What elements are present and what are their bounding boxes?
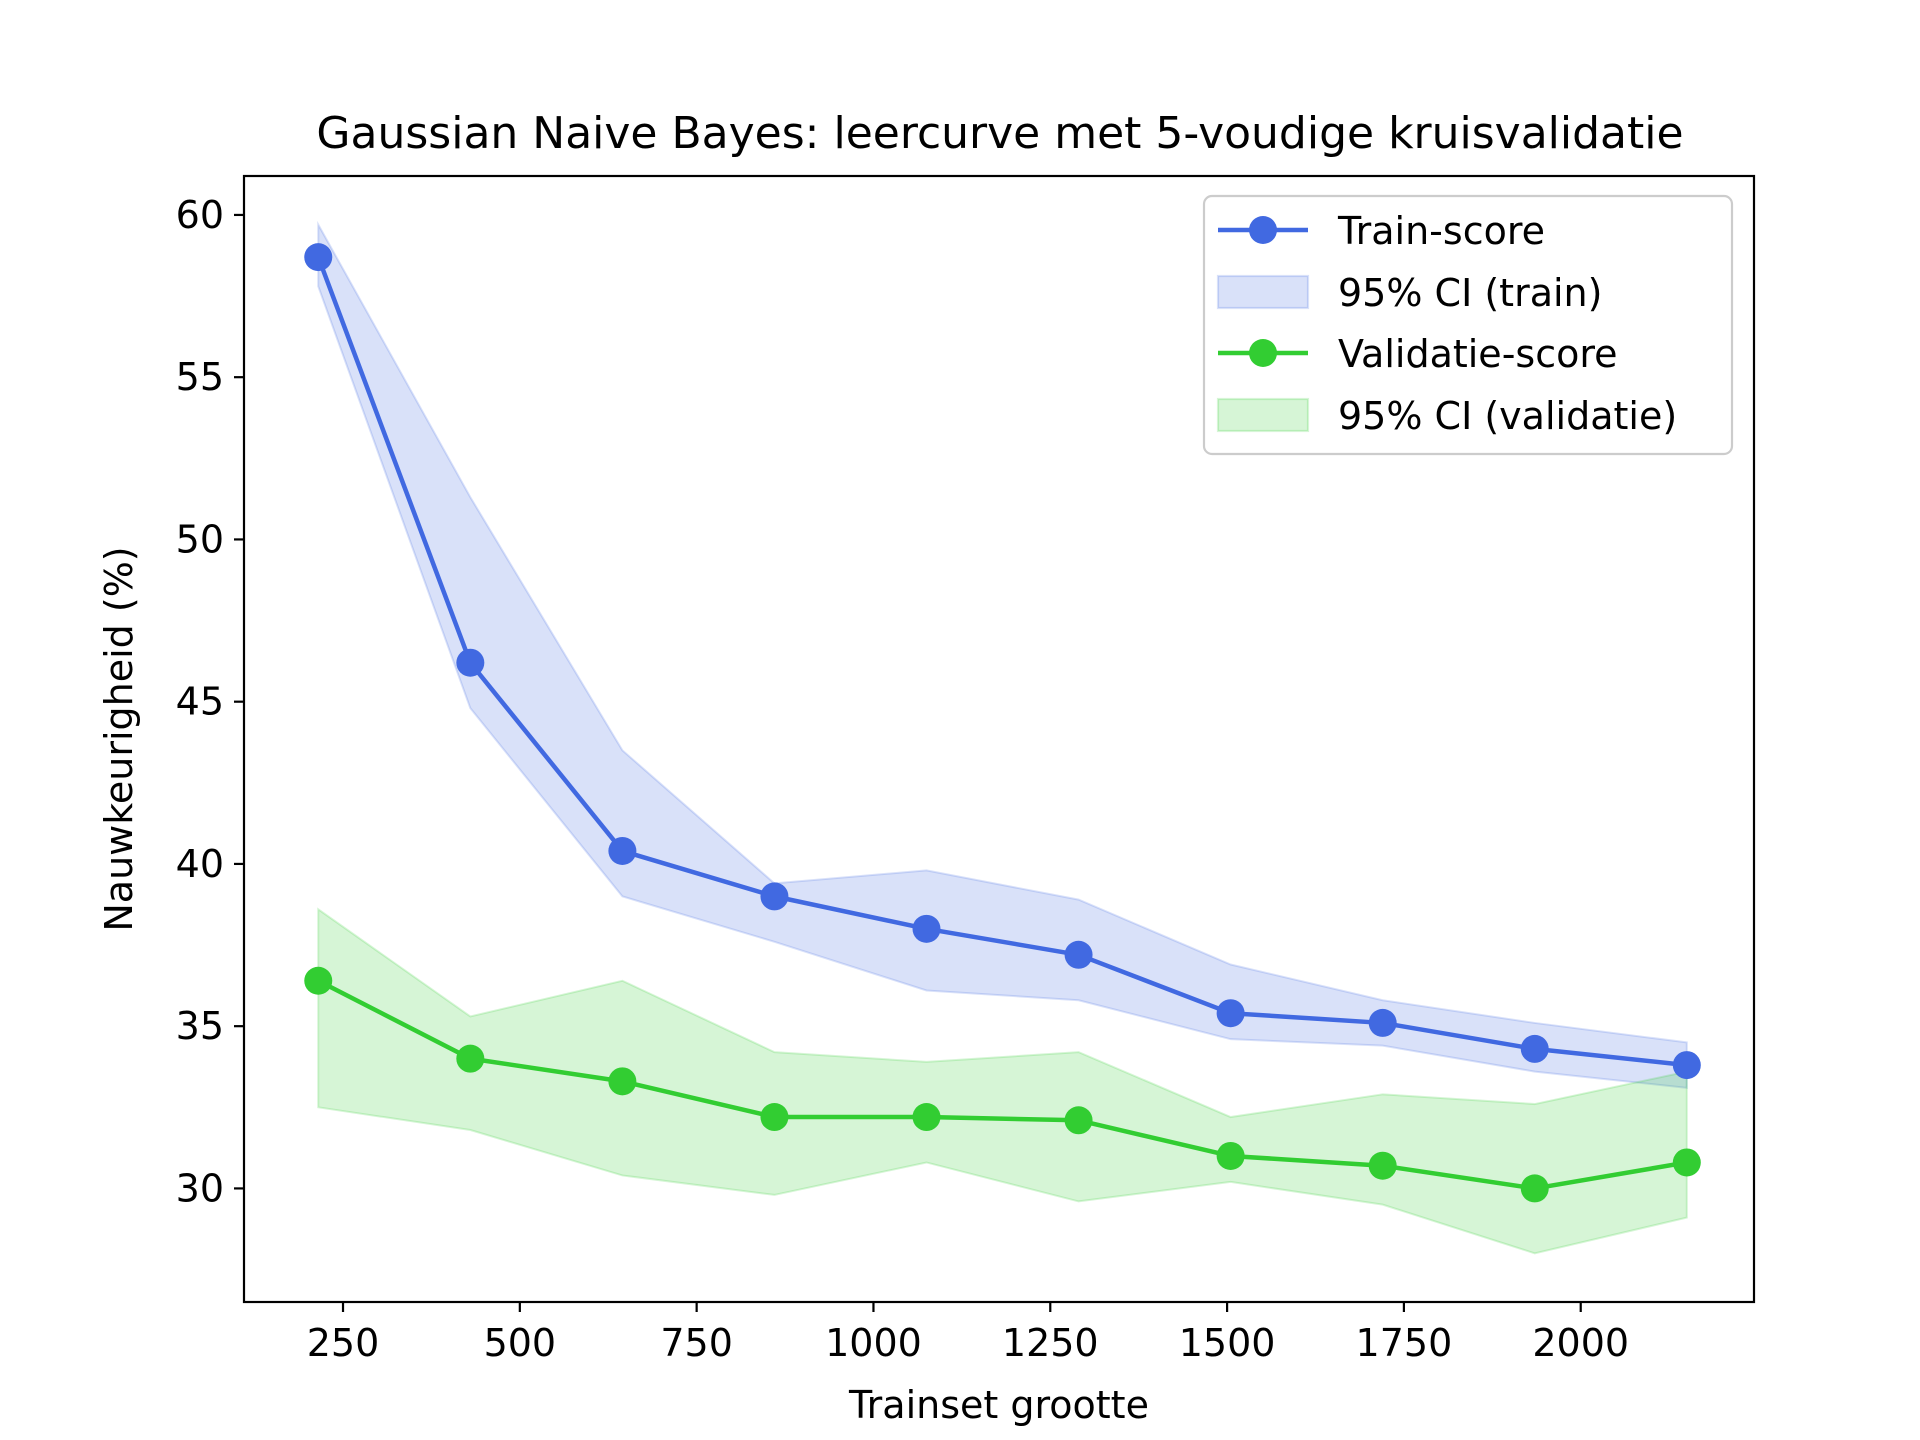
y-tick-label: 60 (176, 193, 224, 237)
legend-entry-ci-validatie: 95% CI (validatie) (1216, 394, 1677, 438)
data-point-validatie (760, 1103, 789, 1132)
y-tick-label: 50 (176, 517, 224, 561)
y-tick-label: 55 (176, 355, 224, 399)
y-axis: 30 35 40 45 50 55 60 (176, 193, 244, 1210)
legend-label-ci-validatie: 95% CI (validatie) (1338, 394, 1677, 438)
legend-label-ci-train: 95% CI (train) (1338, 271, 1602, 315)
x-tick-label: 750 (660, 1321, 733, 1365)
data-point-validatie (304, 966, 333, 995)
axes-frame (242, 174, 1756, 1304)
data-point-train (760, 882, 789, 911)
legend-label-validatie-score: Validatie-score (1338, 332, 1618, 376)
plot-area (304, 220, 1701, 1255)
data-point-validatie (1064, 1106, 1093, 1135)
chart-title: Gaussian Naive Bayes: leercurve met 5-vo… (316, 108, 1683, 159)
data-point-train (912, 914, 941, 943)
series-line-train (316, 256, 1688, 1068)
y-axis-label: Nauwkeurigheid (%) (97, 546, 141, 931)
data-point-validatie (1216, 1141, 1245, 1170)
legend-label-train-score: Train-score (1337, 209, 1545, 253)
ci-band-validatie (317, 907, 1688, 1255)
data-point-validatie (456, 1044, 485, 1073)
x-tick-label: 1750 (1356, 1321, 1453, 1365)
data-point-train (456, 648, 485, 677)
y-tick-label: 40 (176, 842, 224, 886)
data-point-train (1368, 1008, 1397, 1037)
data-point-validatie (1672, 1148, 1701, 1177)
x-tick-label: 1500 (1179, 1321, 1276, 1365)
legend-entry-train-score: Train-score (1218, 209, 1545, 253)
x-tick-label: 2000 (1532, 1321, 1629, 1365)
x-tick-label: 1000 (825, 1321, 922, 1365)
data-point-train (608, 836, 637, 865)
data-point-validatie (912, 1103, 941, 1132)
x-tick-label: 250 (307, 1321, 380, 1365)
data-point-validatie (1368, 1151, 1397, 1180)
legend-box (1202, 194, 1734, 456)
data-point-train (304, 243, 333, 272)
legend-marker-train (1249, 216, 1277, 244)
data-point-validatie (1520, 1174, 1549, 1203)
x-axis: 250 500 750 1000 1250 1500 1750 2000 (307, 1302, 1629, 1365)
data-point-train (1672, 1051, 1701, 1080)
legend-entry-ci-train: 95% CI (train) (1216, 271, 1602, 315)
series-line-validatie (317, 978, 1688, 1191)
y-tick-label: 35 (176, 1004, 224, 1048)
x-tick-label: 1250 (1002, 1321, 1099, 1365)
legend-patch-ci-train (1216, 274, 1310, 310)
legend-marker-validatie (1249, 339, 1277, 367)
y-tick-label: 30 (176, 1166, 224, 1210)
x-tick-label: 500 (484, 1321, 557, 1365)
legend: Train-score 95% CI (train) Validatie-sco… (1202, 194, 1734, 456)
x-axis-label: Trainset grootte (848, 1383, 1149, 1427)
data-point-train (1520, 1034, 1549, 1063)
data-point-train (1064, 940, 1093, 969)
y-tick-label: 45 (176, 680, 224, 724)
ci-band-train (317, 220, 1688, 1089)
data-point-validatie (608, 1067, 637, 1096)
data-point-train (1216, 999, 1245, 1028)
legend-patch-ci-validatie (1216, 397, 1310, 433)
legend-entry-validatie-score: Validatie-score (1218, 332, 1618, 376)
